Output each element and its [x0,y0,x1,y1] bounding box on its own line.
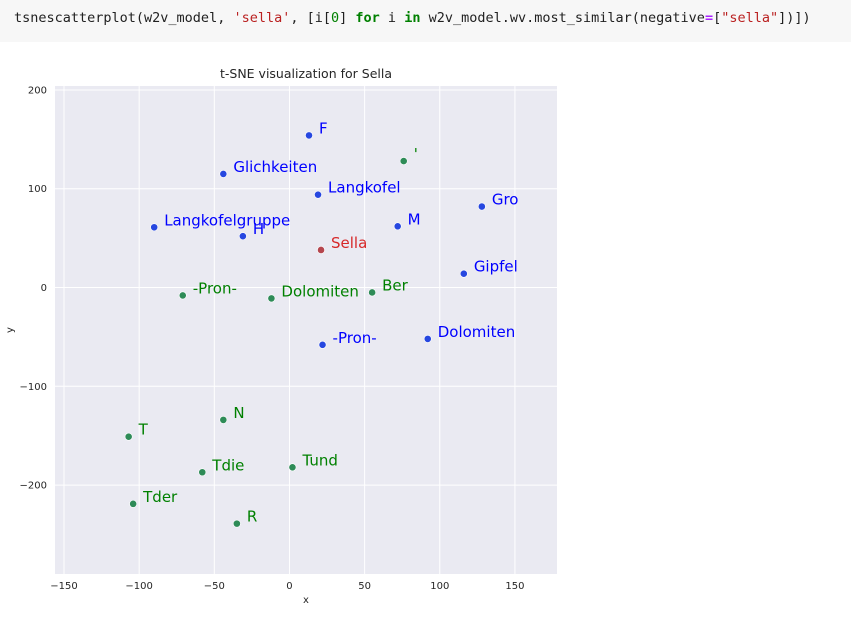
tsne-scatter-chart: −150 −100 −50 0 50 100 150 200 100 0 −100 −200 Sel… [5,66,557,606]
point-label: Glichkeiten [233,158,317,176]
point-label: Langkofel [328,179,401,197]
scatter-point [317,246,325,254]
scatter-point [314,190,322,199]
y-tick-label: 200 [28,85,47,96]
point-label: -Pron- [193,279,237,297]
point-label: N [233,404,244,422]
y-axis-ticks: 200 100 0 −100 −200 [20,85,47,491]
scatter-point [305,131,313,140]
point-label: Tund [301,451,337,469]
scatter-point [219,415,228,424]
scatter-point [267,294,276,303]
point-label: M [408,210,421,228]
x-axis-label: x [303,595,309,606]
code-eq: = [704,10,714,26]
scatter-point [477,202,486,211]
code-arg-string: 'sella' [233,10,291,26]
x-tick-label: 0 [286,581,292,592]
point-label: Langkofelgruppe [164,211,290,229]
point-label: ' [414,145,418,163]
y-tick-label: −200 [20,481,47,492]
code-kw-for: for [355,10,380,26]
code-end: ])]) [778,10,811,26]
point-label: T [138,421,149,439]
code-mid1: , [i[ [290,10,331,26]
scatter-point [238,232,247,241]
point-label: Dolomiten [438,323,515,341]
scatter-points: Sella F Glichkeiten Langkofel Gro Langkofelgr… [124,119,519,528]
scatter-point [423,334,432,343]
code-mid2: ] [339,10,356,26]
scatter-point [150,223,159,232]
scatter-point [178,291,187,300]
code-mid5: [ [713,10,722,26]
y-tick-label: −100 [20,382,47,393]
scatter-point [399,157,408,165]
point-label: Tder [142,488,178,506]
x-tick-label: 50 [358,581,371,592]
code-fn: tsnescatterplot(w2v_model, [14,10,234,26]
point-label: Dolomiten [281,282,358,300]
code-cell[interactable]: tsnescatterplot(w2v_model, 'sella', [i[0… [0,0,851,42]
point-label: Gro [492,191,519,209]
point-label: Tdie [211,456,244,474]
y-tick-label: 100 [28,184,47,195]
point-label: -Pron- [333,329,377,347]
grid-lines [55,86,557,574]
scatter-point [124,432,133,441]
scatter-point [393,222,402,231]
point-label: R [247,508,257,526]
point-label: Ber [382,276,409,294]
scatter-point [198,468,207,477]
x-tick-label: 100 [430,581,449,592]
point-label: Sella [331,234,367,252]
x-tick-label: 150 [505,581,524,592]
scatter-point [318,340,327,349]
plot-area [55,86,557,574]
x-tick-label: −150 [50,581,77,592]
code-zero: 0 [331,10,340,26]
code-kw-in: in [404,10,421,26]
scatter-point [232,519,241,528]
point-label: H [253,220,264,238]
scatter-point [459,269,468,278]
x-tick-label: −100 [125,581,152,592]
scatter-point [129,499,138,508]
y-tick-label: 0 [41,283,47,294]
scatter-point [288,463,297,472]
chart-container: −150 −100 −50 0 50 100 150 200 100 0 −100 −200 Sel… [0,50,851,623]
chart-title: t-SNE visualization for Sella [220,66,392,81]
code-mid4: w2v_model.wv.most_similar(negative [420,10,705,26]
x-tick-label: −50 [204,581,225,592]
code-neg-string: "sella" [721,10,779,26]
scatter-point [368,288,377,297]
y-axis-label: y [5,327,16,333]
code-mid3: i [379,10,405,26]
point-label: Gipfel [474,258,518,276]
point-label: F [319,119,328,137]
x-axis-ticks: −150 −100 −50 0 50 100 150 [50,581,524,592]
scatter-point [219,170,228,178]
